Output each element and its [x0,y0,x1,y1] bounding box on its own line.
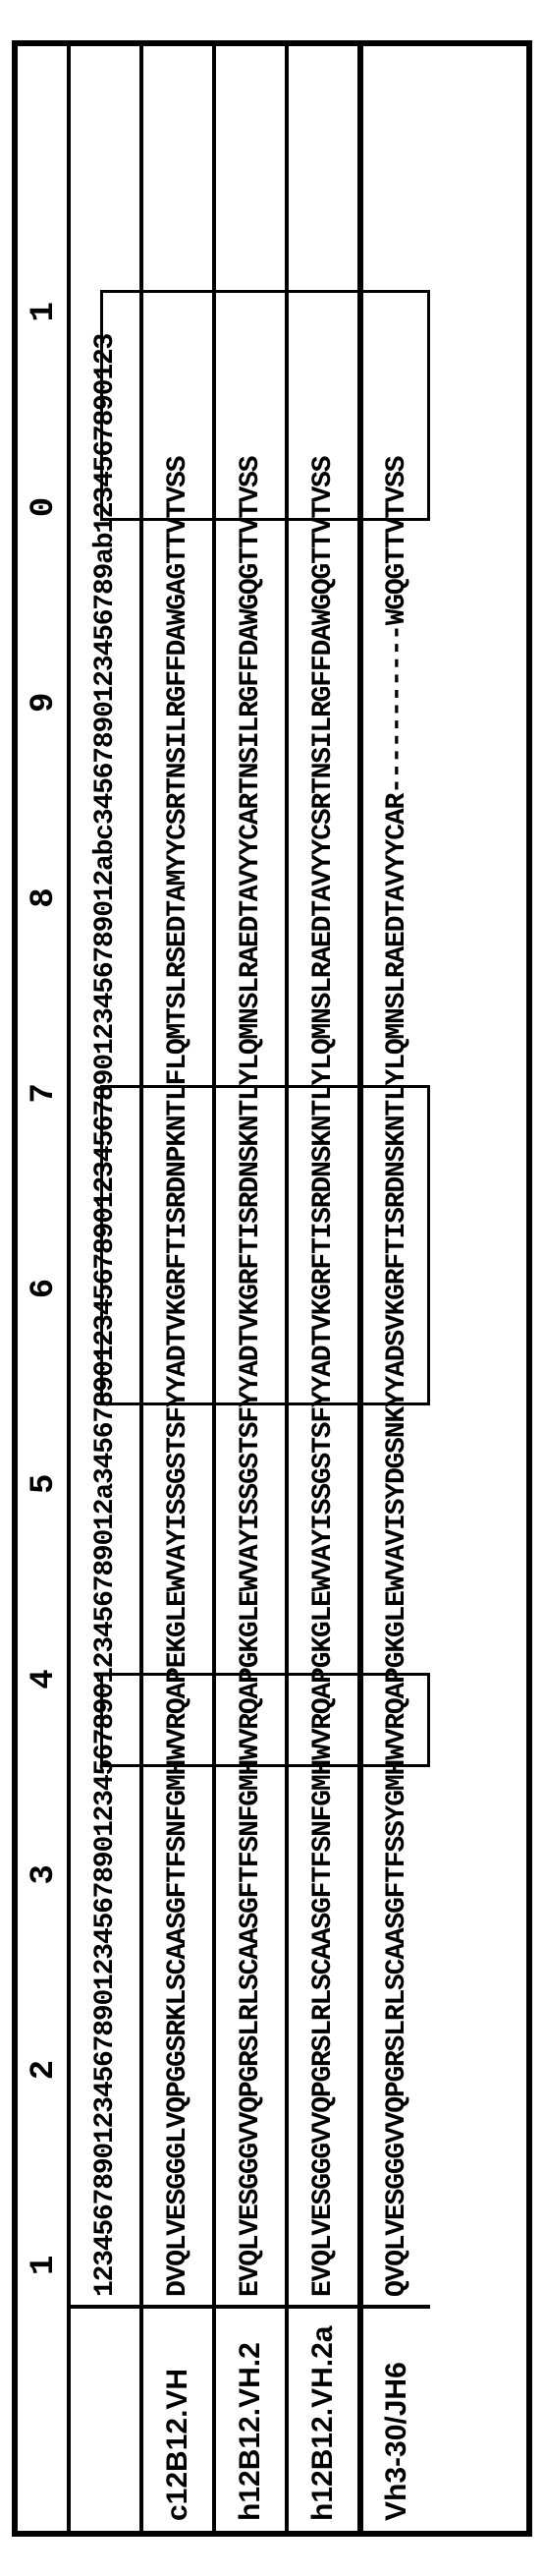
row-sequence: DVQLVESGGGLVQPGGSRKLSCAASGFTFSNFGMHWVRQA… [143,46,212,2305]
tick: 2 [26,2060,63,2080]
tick: 5 [26,1474,63,1494]
row-sequence: EVQLVESGGGVVQPGRSLRLSCAASGFTFSNFGMHWVRQA… [289,46,357,2305]
ruler-row: 1234567890123456789012345678901234567890… [67,46,139,2531]
tick: 0 [26,497,63,517]
row-label: h12B12.VH.2 [216,2305,285,2531]
tick: 4 [26,1669,63,1689]
row-label: c12B12.VH [143,2305,212,2531]
tick: 8 [26,887,63,907]
sequence-row: c12B12.VH DVQLVESGGGLVQPGGSRKLSCAASGFTFS… [139,46,212,2531]
tick: 1 [26,2256,63,2275]
row-sequence: QVQLVESGGGVVQPGRSLRLSCAASGFTFSSYGMHWVRQA… [363,46,430,2305]
tick: 3 [26,1864,63,1884]
tick: 7 [26,1083,63,1103]
position-header: 1 2 3 4 5 6 7 8 9 0 1 [18,46,67,2531]
ruler-label [71,2305,139,2531]
row-label: h12B12.VH.2a [289,2305,357,2531]
row-label: Vh3-30/JH6 [363,2305,430,2531]
row-sequence: EVQLVESGGGVVQPGRSLRLSCAASGFTFSNFGMHWVRQA… [216,46,285,2305]
sequence-row: h12B12.VH.2a EVQLVESGGGVVQPGRSLRLSCAASGF… [285,46,357,2531]
tick: 1 [26,302,63,321]
tick: 6 [26,1279,63,1298]
ruler-sequence: 1234567890123456789012345678901234567890… [71,46,139,2305]
sequence-row: h12B12.VH.2 EVQLVESGGGVVQPGRSLRLSCAASGFT… [212,46,285,2531]
tick: 9 [26,693,63,713]
sequence-row: Vh3-30/JH6 QVQLVESGGGVVQPGRSLRLSCAASGFTF… [357,46,430,2531]
